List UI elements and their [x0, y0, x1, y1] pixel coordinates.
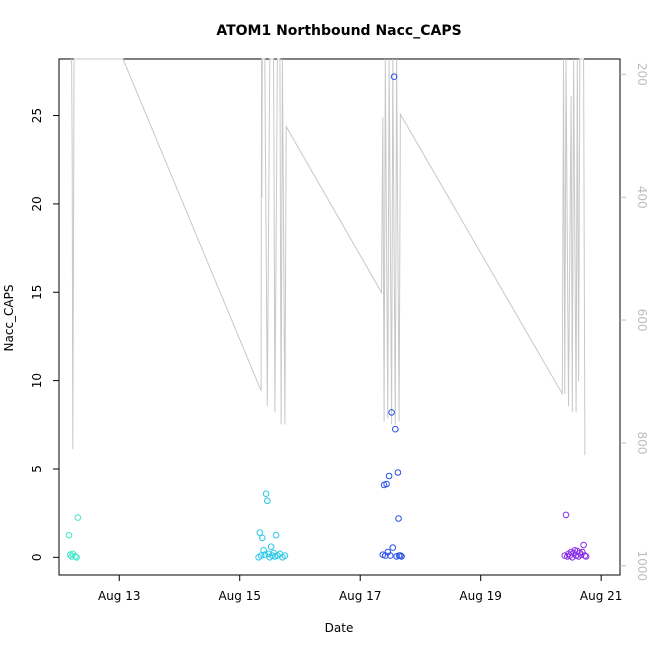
data-point: [581, 552, 589, 559]
data-point: [256, 529, 264, 536]
data-point: [259, 534, 266, 542]
x-tick-label: Aug 15: [218, 589, 261, 603]
x-tick-label: Aug 21: [580, 589, 623, 603]
y-tick-label: 5: [30, 465, 44, 473]
data-point: [388, 409, 395, 416]
right-y-tick-label: 200: [635, 63, 649, 86]
x-tick-label: Aug 17: [339, 589, 382, 603]
data-point: [383, 480, 390, 488]
right-y-tick-label: 1000: [635, 551, 649, 582]
x-tick-label: Aug 13: [98, 589, 141, 603]
y-axis-label: Nacc_CAPS: [2, 285, 16, 352]
data-point: [582, 553, 590, 560]
data-point: [72, 553, 79, 560]
data-point: [398, 553, 405, 560]
right-y-axis: 200 400 600 800 1000: [620, 63, 649, 581]
data-point: [267, 543, 275, 551]
y-tick-label: 0: [30, 554, 44, 562]
y-tick-label: 20: [30, 196, 44, 211]
data-point: [387, 552, 394, 559]
data-point: [389, 544, 397, 551]
data-point: [73, 554, 80, 561]
right-axis-series-line: [71, 58, 586, 456]
data-point: [74, 514, 82, 521]
data-point: [390, 73, 398, 80]
x-tick-label: Aug 19: [459, 589, 502, 603]
points-layer: [65, 73, 590, 561]
x-axis-label: Date: [325, 621, 354, 635]
x-axis: Aug 13 Aug 15 Aug 17 Aug 19 Aug 21: [98, 575, 622, 603]
right-axis-series-layer: [71, 58, 586, 456]
data-point: [562, 511, 570, 519]
data-point: [257, 552, 265, 559]
data-point: [65, 531, 73, 539]
y-tick-label: 10: [30, 373, 44, 388]
y-tick-label: 25: [30, 108, 44, 123]
right-y-tick-label: 800: [635, 431, 649, 454]
y-axis: 0 5 10 15 20 25: [30, 108, 59, 561]
data-point: [262, 490, 270, 498]
data-point: [385, 472, 393, 480]
data-point: [264, 497, 271, 505]
data-point: [272, 531, 280, 539]
chart-title: ATOM1 Northbound Nacc_CAPS: [216, 23, 461, 39]
data-point: [394, 469, 402, 476]
right-y-tick-label: 600: [635, 309, 649, 332]
data-point: [569, 554, 576, 561]
data-point: [392, 425, 399, 433]
data-point: [397, 552, 404, 559]
data-point: [281, 552, 289, 559]
y-tick-label: 15: [30, 285, 44, 300]
data-point: [580, 541, 587, 549]
data-point: [395, 515, 402, 522]
data-point: [260, 547, 267, 554]
plot-frame: [58, 58, 621, 576]
right-y-tick-label: 400: [635, 186, 649, 209]
data-point: [261, 551, 269, 559]
